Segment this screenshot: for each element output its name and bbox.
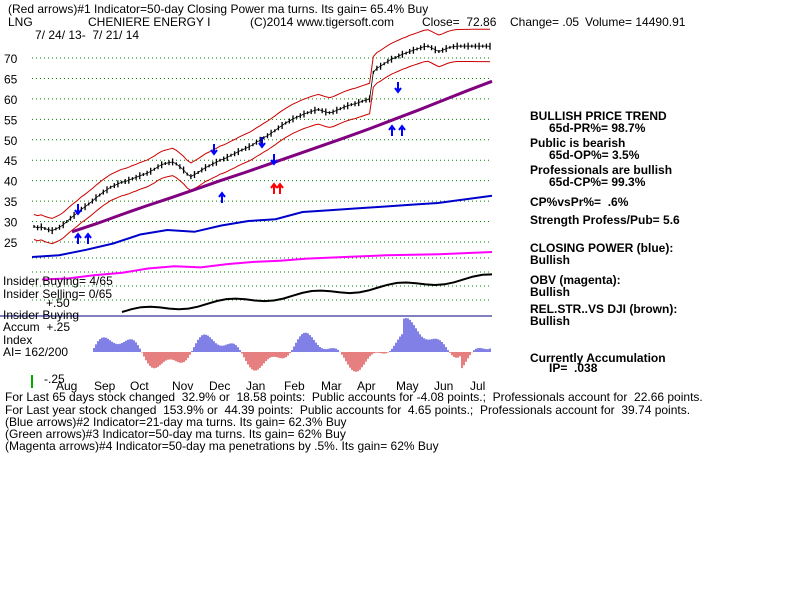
copyright: (C)2014 www.tigersoft.com	[250, 15, 395, 29]
op-value: 65d-OP%= 3.5%	[549, 148, 640, 162]
insider-buying-label-2: Insider Buying	[3, 308, 80, 322]
trend-title: BULLISH PRICE TREND	[530, 109, 667, 123]
x-tick-label: Dec	[209, 379, 230, 393]
buy-arrow	[270, 154, 278, 166]
y-tick-label: 70	[4, 52, 18, 66]
closing-power-line	[31, 194, 493, 258]
public-status: Public is bearish	[530, 136, 626, 150]
y-tick-label: 40	[4, 175, 18, 189]
x-tick-label: Apr	[357, 379, 376, 393]
x-tick-label: Jun	[434, 379, 453, 393]
y-tick-label: 65	[4, 72, 18, 86]
x-tick-label: Oct	[130, 379, 149, 393]
y-tick-label: 25	[4, 236, 18, 250]
ip-value: IP= .038	[549, 361, 598, 375]
symbol: LNG	[8, 15, 33, 29]
closing-power-title: CLOSING POWER (blue):	[530, 241, 674, 255]
ai-label: AI= 162/200	[3, 345, 69, 359]
buy-arrow	[74, 204, 82, 216]
x-tick-label: Mar	[321, 379, 342, 393]
buy-arrow	[398, 124, 406, 136]
footer-line-1: For Last 65 days stock changed 32.9% or …	[5, 390, 703, 404]
plus50-label: +.50	[46, 296, 70, 310]
buy-arrow	[210, 144, 218, 156]
x-tick-label: May	[396, 379, 419, 393]
obv-status: Bullish	[530, 285, 571, 299]
change-value: Change= .05	[510, 15, 580, 29]
accum-title: Currently Accumulation	[530, 351, 666, 365]
y-tick-label: 50	[4, 134, 18, 148]
index-label: Index	[3, 333, 33, 347]
footer-line-5: (Magenta arrows)#4 Indicator=50-day ma p…	[5, 439, 439, 453]
footer-line-4: (Green arrows)#3 Indicator=50-day ma tur…	[5, 427, 346, 441]
buy-arrow	[84, 232, 92, 244]
closing-power-status: Bullish	[530, 253, 571, 267]
cp-value: 65d-CP%= 99.3%	[549, 175, 646, 189]
pros-status: Professionals are bullish	[530, 163, 673, 177]
x-tick-label: Jul	[470, 379, 485, 393]
insider-selling-label: Insider Selling= 0/65	[3, 287, 113, 301]
upper-band	[33, 28, 491, 219]
lower-band	[33, 60, 491, 245]
cp-vs-pr: CP%vsPr%= .6%	[530, 195, 629, 209]
ma50-line	[71, 79, 493, 234]
y-tick-label: 45	[4, 154, 18, 168]
insider-buying-label: Insider Buying= 4/65	[3, 274, 113, 288]
buy-arrow	[388, 124, 396, 136]
close-value: Close= 72.86	[422, 15, 497, 29]
pr-value: 65d-PR%= 98.7%	[549, 121, 646, 135]
relstr-title: REL.STR..VS DJI (brown):	[530, 302, 678, 316]
obv-line	[41, 251, 493, 281]
footer-line-3: (Blue arrows)#2 Indicator=21-day ma turn…	[5, 415, 347, 429]
y-tick-label: 30	[4, 216, 18, 230]
x-tick-label: Aug	[56, 379, 77, 393]
y-tick-label: 55	[4, 113, 18, 127]
date-range: 7/ 24/ 13- 7/ 21/ 14	[35, 28, 140, 42]
footer-line-2: For Last year stock changed 153.9% or 44…	[5, 403, 691, 417]
relstr-line	[121, 273, 493, 313]
buy-arrow	[394, 82, 402, 94]
buy-arrow	[74, 232, 82, 244]
indicator-line-1: (Red arrows)#1 Indicator=50-day Closing …	[8, 2, 429, 16]
x-tick-label: Feb	[284, 379, 305, 393]
x-tick-label: Nov	[172, 379, 193, 393]
buy-arrow	[258, 137, 266, 149]
company-name: CHENIERE ENERGY I	[88, 15, 211, 29]
y-tick-label: 35	[4, 195, 18, 209]
buy-arrow	[218, 191, 226, 203]
accum-label: Accum +.25	[3, 320, 71, 334]
volume-value: Volume= 14490.91	[585, 15, 686, 29]
x-tick-label: Sep	[94, 379, 116, 393]
relstr-status: Bullish	[530, 314, 571, 328]
buy-arrow	[270, 182, 278, 194]
buy-arrow	[276, 182, 284, 194]
y-tick-label: 60	[4, 93, 18, 107]
strength-ratio: Strength Profess/Pub= 5.6	[530, 213, 680, 227]
x-tick-label: Jan	[246, 379, 265, 393]
minus25-label: -.25	[44, 372, 65, 386]
obv-title: OBV (magenta):	[530, 273, 621, 287]
